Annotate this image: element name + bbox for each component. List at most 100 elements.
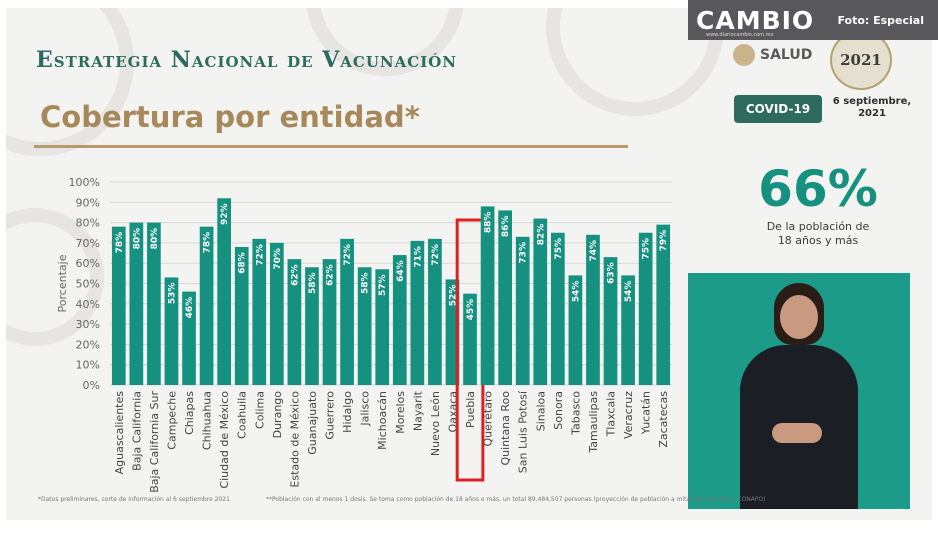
bar	[550, 232, 565, 385]
report-date: 6 septiembre, 2021	[832, 96, 912, 119]
bar-value-label: 72%	[431, 244, 441, 266]
bar	[217, 198, 232, 385]
bar	[340, 238, 354, 385]
x-category-label: Querétaro	[482, 391, 495, 447]
x-category-label: Durango	[271, 391, 284, 439]
photo-credit: Foto: Especial	[837, 13, 924, 27]
bar-value-label: 78%	[115, 232, 125, 254]
interpreter-face	[780, 295, 818, 339]
interpreter-hands	[772, 423, 822, 443]
year-badge: 2021	[830, 30, 892, 90]
cambio-url: www.diariocambio.com.mx	[706, 32, 774, 38]
cambio-logo: CAMBIO	[696, 5, 815, 35]
watermark-bar: CAMBIO www.diariocambio.com.mx Foto: Esp…	[688, 0, 938, 40]
bar	[182, 291, 196, 385]
bar-value-label: 64%	[396, 260, 406, 282]
bar	[603, 257, 618, 385]
y-tick-label: 0%	[83, 379, 100, 392]
bar-value-label: 57%	[378, 275, 388, 297]
bar	[463, 293, 477, 385]
salud-label: SALUD	[760, 47, 813, 63]
x-category-label: Quintana Roo	[499, 391, 512, 466]
y-tick-label: 30%	[76, 318, 100, 331]
y-axis-label: Porcentaje	[56, 254, 69, 312]
bar	[515, 236, 530, 385]
page-title: Estrategia Nacional de Vacunación	[36, 47, 457, 73]
x-category-label: San Luis Potosí	[517, 390, 530, 473]
x-category-label: Tabasco	[569, 391, 582, 436]
x-category-label: Sinaloa	[534, 391, 547, 431]
x-category-label: Colima	[253, 391, 266, 429]
bar-value-label: 79%	[659, 230, 669, 252]
x-category-label: Guerrero	[324, 391, 337, 440]
bar	[410, 240, 425, 385]
y-tick-label: 80%	[76, 217, 100, 230]
y-tick-label: 10%	[76, 359, 100, 372]
footnote-preliminary: *Datos preliminares, corte de informació…	[38, 496, 230, 503]
bar-value-label: 46%	[185, 297, 195, 319]
bar-value-label: 80%	[150, 228, 160, 250]
bar-value-label: 75%	[554, 238, 564, 260]
x-category-label: Chiapas	[183, 391, 196, 435]
bar-value-label: 74%	[589, 240, 599, 262]
x-category-label: Zacatecas	[657, 391, 670, 448]
bar	[428, 238, 442, 385]
bar-value-label: 78%	[203, 232, 213, 254]
x-category-label: Tlaxcala	[605, 391, 618, 437]
x-category-label: Ciudad de México	[218, 391, 231, 489]
x-category-label: Morelos	[394, 391, 407, 434]
bar-value-label: 73%	[519, 242, 529, 264]
bar	[199, 226, 214, 385]
bar-value-label: 63%	[607, 262, 617, 284]
bar-value-label: 52%	[448, 285, 458, 307]
x-category-label: Tamaulipas	[587, 391, 600, 454]
year-label: 2021	[840, 51, 882, 69]
bar-value-label: 80%	[132, 228, 142, 250]
bar-value-label: 62%	[326, 264, 336, 286]
y-tick-label: 70%	[76, 237, 100, 250]
x-category-label: Chihuahua	[201, 391, 214, 450]
bar	[129, 222, 144, 385]
y-tick-label: 50%	[76, 278, 100, 291]
bar	[234, 246, 249, 385]
bar	[111, 226, 126, 385]
bar	[568, 275, 583, 385]
bar-value-label: 71%	[413, 246, 423, 268]
y-tick-label: 20%	[76, 338, 100, 351]
bar	[269, 242, 284, 385]
footnote-population: **Población con al menos 1 dosis. Se tom…	[266, 496, 766, 503]
bar	[656, 224, 671, 385]
bar-value-label: 54%	[571, 281, 581, 303]
x-category-label: Nuevo León	[429, 391, 442, 456]
bar-value-label: 45%	[466, 299, 476, 321]
bar	[357, 267, 372, 385]
bar-value-label: 68%	[238, 252, 248, 274]
bar-value-label: 54%	[624, 281, 634, 303]
bar	[147, 222, 161, 385]
x-category-label: Yucatán	[640, 391, 653, 435]
covid-badge: COVID-19	[734, 95, 822, 123]
bar	[638, 232, 653, 385]
sign-language-interpreter-video	[688, 273, 910, 509]
bar	[287, 259, 302, 385]
bar-value-label: 92%	[220, 203, 230, 225]
y-tick-label: 60%	[76, 257, 100, 270]
bar	[480, 206, 495, 385]
title-divider	[34, 145, 628, 148]
y-tick-label: 90%	[76, 196, 100, 209]
page-subtitle: Cobertura por entidad*	[40, 100, 420, 134]
x-category-label: Baja California	[130, 391, 143, 471]
bar-value-label: 70%	[273, 248, 283, 270]
bar-value-label: 72%	[343, 244, 353, 266]
x-category-label: Michoacán	[376, 391, 389, 450]
x-category-label: Baja California Sur	[148, 391, 161, 493]
bar	[392, 255, 407, 385]
bar	[252, 238, 267, 385]
bar	[375, 269, 390, 385]
coverage-percent: 66%	[758, 160, 878, 218]
bar	[164, 277, 179, 385]
bar	[586, 234, 600, 385]
x-category-label: Aguascalientes	[113, 391, 126, 475]
y-tick-label: 40%	[76, 298, 100, 311]
